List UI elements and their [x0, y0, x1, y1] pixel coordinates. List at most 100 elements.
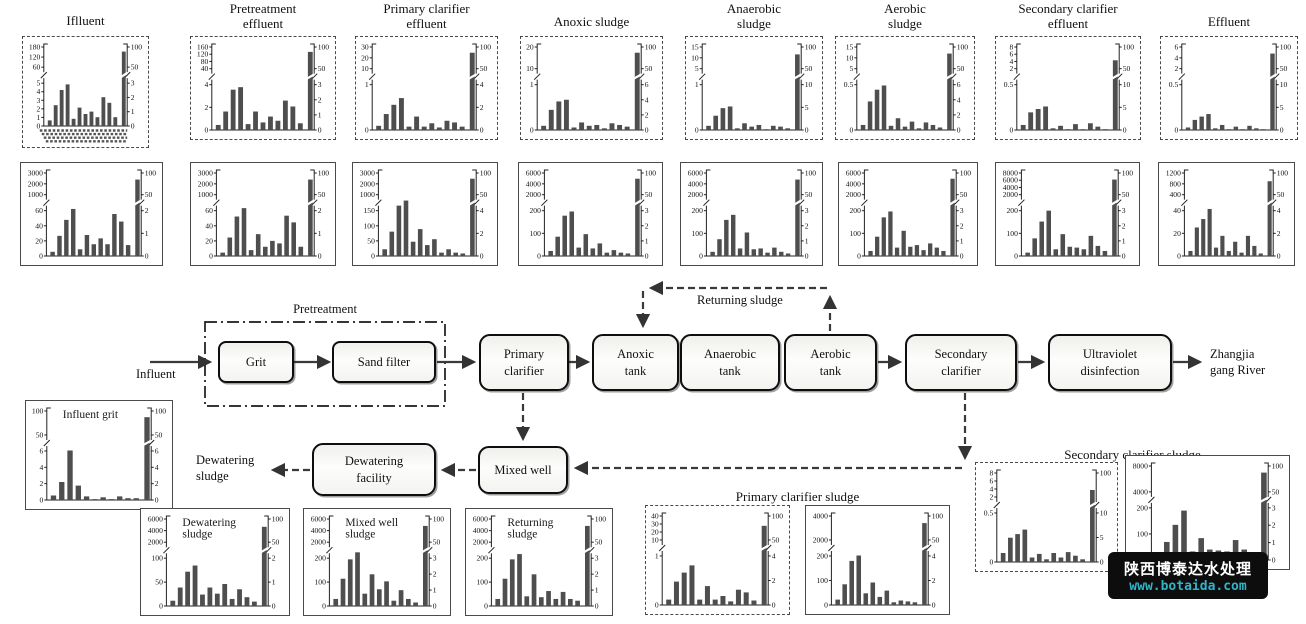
svg-text:5: 5 — [1123, 103, 1127, 112]
svg-text:0.5: 0.5 — [984, 508, 994, 517]
svg-text:1: 1 — [595, 586, 599, 595]
svg-text:2: 2 — [645, 221, 649, 230]
chart-primary-sludge-b: 4000 2000 200 100 0 100 50 4 2 0 — [805, 505, 950, 615]
svg-text:120: 120 — [197, 50, 209, 59]
influent-label: Influent — [136, 367, 176, 381]
svg-text:3: 3 — [1272, 503, 1276, 512]
svg-text:1000: 1000 — [198, 190, 213, 199]
svg-text:1: 1 — [365, 80, 369, 89]
svg-text:4000: 4000 — [473, 526, 488, 535]
svg-text:40: 40 — [35, 221, 43, 230]
svg-text:120: 120 — [29, 53, 41, 62]
svg-text:50: 50 — [645, 190, 653, 199]
svg-text:0: 0 — [1122, 252, 1126, 261]
svg-text:2000: 2000 — [1003, 190, 1018, 199]
svg-text:50: 50 — [131, 63, 139, 72]
svg-text:4000: 4000 — [148, 526, 163, 535]
svg-text:0: 0 — [484, 602, 488, 611]
chart-title-anaerobic-top: Anaerobic sludge — [726, 1, 782, 31]
svg-text:3000: 3000 — [28, 169, 43, 178]
svg-text:Dewatering: Dewatering — [182, 517, 236, 529]
svg-text:8000: 8000 — [1003, 169, 1018, 178]
svg-text:40: 40 — [205, 221, 213, 230]
svg-text:30: 30 — [361, 43, 369, 52]
svg-text:Returning: Returning — [507, 517, 553, 529]
svg-text:0.5: 0.5 — [1169, 80, 1179, 89]
svg-text:0: 0 — [37, 122, 41, 131]
svg-text:1: 1 — [645, 236, 649, 245]
svg-text:3: 3 — [645, 206, 649, 215]
svg-text:180: 180 — [29, 43, 41, 52]
svg-text:0: 0 — [39, 252, 43, 261]
node-dewatering-facility-label: Dewatering facility — [344, 454, 404, 485]
svg-text:4000: 4000 — [1003, 183, 1018, 192]
svg-text:40: 40 — [1173, 206, 1181, 215]
chart-mixed-well-sludge: 6000 4000 2000 200 100 0 100 50 3 2 1 0 Mixed well sl… — [303, 508, 451, 616]
svg-text:2: 2 — [595, 570, 599, 579]
svg-text:2: 2 — [772, 576, 776, 585]
svg-text:2: 2 — [957, 110, 961, 119]
svg-text:100: 100 — [433, 515, 445, 524]
svg-text:3: 3 — [805, 206, 809, 215]
svg-text:1: 1 — [805, 236, 809, 245]
svg-text:10: 10 — [361, 64, 369, 73]
svg-text:0: 0 — [1175, 126, 1179, 135]
svg-text:100: 100 — [1007, 229, 1019, 238]
svg-text:100: 100 — [155, 407, 167, 416]
svg-text:1: 1 — [318, 229, 322, 238]
svg-text:4000: 4000 — [526, 179, 541, 188]
svg-text:60: 60 — [35, 206, 43, 215]
svg-text:0: 0 — [645, 252, 649, 261]
svg-text:0: 0 — [1010, 126, 1014, 135]
svg-text:400: 400 — [1170, 190, 1182, 199]
node-uv-disinfection-label: Ultraviolet disinfection — [1080, 347, 1140, 378]
svg-text:50: 50 — [318, 190, 326, 199]
svg-text:50: 50 — [318, 64, 326, 73]
svg-text:6000: 6000 — [473, 515, 488, 524]
svg-text:100: 100 — [817, 576, 829, 585]
svg-text:4: 4 — [990, 484, 994, 493]
svg-text:6000: 6000 — [148, 515, 163, 524]
svg-text:0: 0 — [1272, 556, 1276, 565]
svg-text:2000: 2000 — [688, 190, 703, 199]
svg-text:6000: 6000 — [846, 169, 861, 178]
svg-text:4: 4 — [205, 80, 209, 89]
svg-text:1: 1 — [1272, 538, 1276, 547]
svg-text:50: 50 — [1280, 64, 1288, 73]
svg-text:0: 0 — [205, 126, 209, 135]
svg-text:0: 0 — [155, 496, 159, 505]
svg-text:0: 0 — [318, 252, 322, 261]
watermark: 陕西博泰达水处理 www.botaida.com — [1108, 552, 1268, 599]
svg-text:100: 100 — [692, 229, 704, 238]
svg-text:sludge: sludge — [507, 529, 537, 541]
svg-text:3: 3 — [1122, 206, 1126, 215]
svg-text:3: 3 — [595, 554, 599, 563]
svg-text:0: 0 — [131, 122, 135, 131]
svg-text:5: 5 — [850, 64, 854, 73]
svg-text:1: 1 — [37, 113, 41, 122]
chart-effluent-top: 6 4 2 0.5 0 100 50 10 5 0 — [1160, 36, 1298, 140]
svg-text:100: 100 — [1280, 43, 1292, 52]
node-grit: Grit — [218, 341, 294, 383]
svg-text:5: 5 — [695, 64, 699, 73]
svg-text:4: 4 — [932, 551, 936, 560]
svg-text:2: 2 — [480, 229, 484, 238]
svg-text:50: 50 — [1123, 64, 1131, 73]
svg-text:200: 200 — [1137, 503, 1149, 512]
svg-text:30: 30 — [651, 519, 659, 528]
svg-text:50: 50 — [1122, 190, 1130, 199]
svg-text:8: 8 — [990, 469, 994, 478]
svg-text:0: 0 — [433, 602, 437, 611]
svg-text:15: 15 — [846, 43, 854, 52]
svg-text:2: 2 — [433, 570, 437, 579]
svg-text:2: 2 — [40, 479, 44, 488]
bar-chart-svg: 6000 4000 2000 100 50 0 100 50 2 1 0 Dewateringslud… — [148, 515, 284, 611]
svg-text:100: 100 — [772, 512, 784, 521]
svg-text:50: 50 — [155, 578, 163, 587]
svg-text:0: 0 — [1123, 126, 1127, 135]
